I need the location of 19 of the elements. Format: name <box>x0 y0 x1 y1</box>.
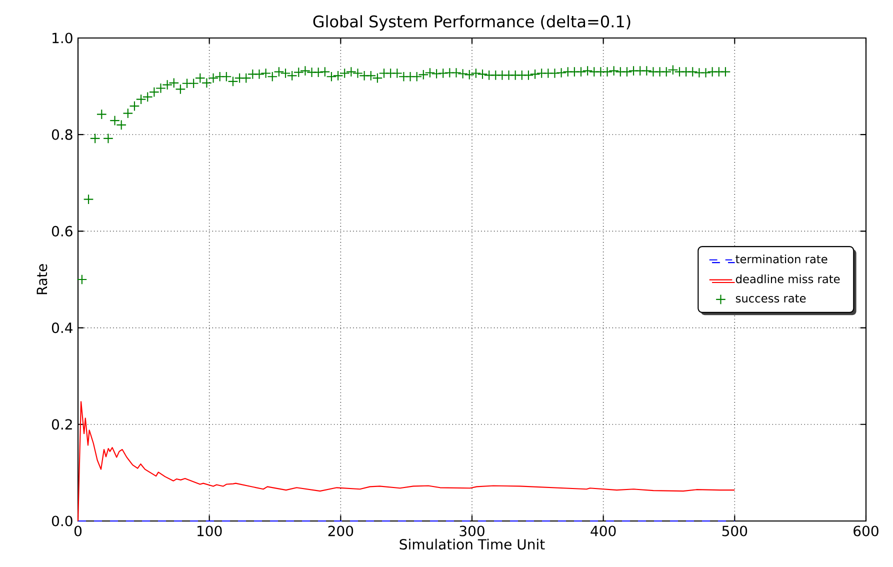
x-tick-label: 200 <box>328 526 354 536</box>
y-tick-label: 0.8 <box>52 129 72 140</box>
y-axis-title: Rate <box>36 264 48 294</box>
x-tick-label: 0 <box>74 526 82 536</box>
x-tick-label: 500 <box>722 526 748 536</box>
y-tick-label: 1.0 <box>52 32 72 44</box>
x-tick-label: 300 <box>460 526 484 536</box>
y-tick-label: 0.6 <box>52 226 72 236</box>
x-axis-title: Simulation Time Unit <box>400 538 545 550</box>
x-tick-label: 100 <box>198 526 222 536</box>
legend-label: success rate <box>736 294 806 303</box>
x-tick-label: 600 <box>854 526 878 536</box>
legend-label: deadline miss rate <box>736 274 840 284</box>
y-tick-label: 0.2 <box>52 419 72 430</box>
x-tick-label: 400 <box>590 526 616 536</box>
legend-label: termination rate <box>736 254 828 264</box>
chart-title: Global System Performance (delta=0.1) <box>313 15 630 31</box>
y-tick-label: 0.4 <box>52 322 73 334</box>
y-tick-label: 0.0 <box>52 516 72 526</box>
